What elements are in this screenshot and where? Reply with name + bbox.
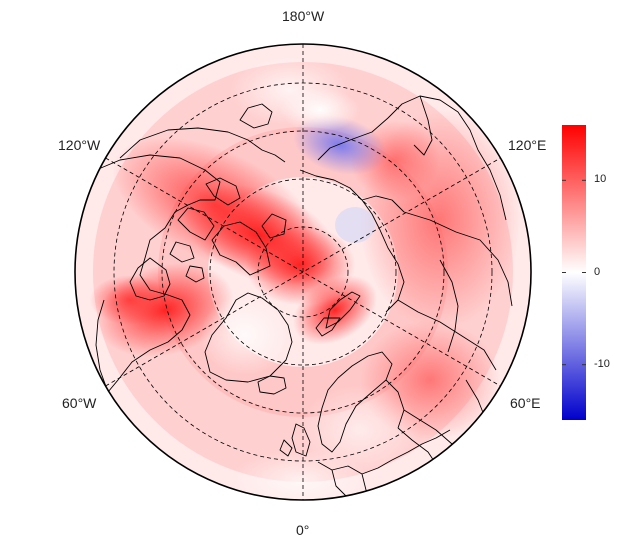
lon-label-120e: 120°E	[508, 137, 547, 153]
lon-label-60e: 60°E	[510, 395, 541, 411]
graticule	[105, 44, 501, 500]
latitude-circle	[161, 130, 445, 414]
lon-label-0: 0°	[296, 522, 310, 538]
lon-label-120w: 120°W	[58, 137, 101, 153]
lon-label-180w: 180°W	[282, 8, 325, 24]
lon-label-60w: 60°W	[62, 395, 97, 411]
colorbar-tick-label: -10	[594, 357, 610, 370]
colorbar-tick-label: 0	[594, 265, 601, 278]
map-boundary	[74, 43, 532, 501]
colorbar-tick-label: 10	[594, 173, 607, 186]
coastlines	[95, 95, 513, 499]
colorbar	[562, 125, 586, 420]
meridian-line	[105, 157, 501, 387]
